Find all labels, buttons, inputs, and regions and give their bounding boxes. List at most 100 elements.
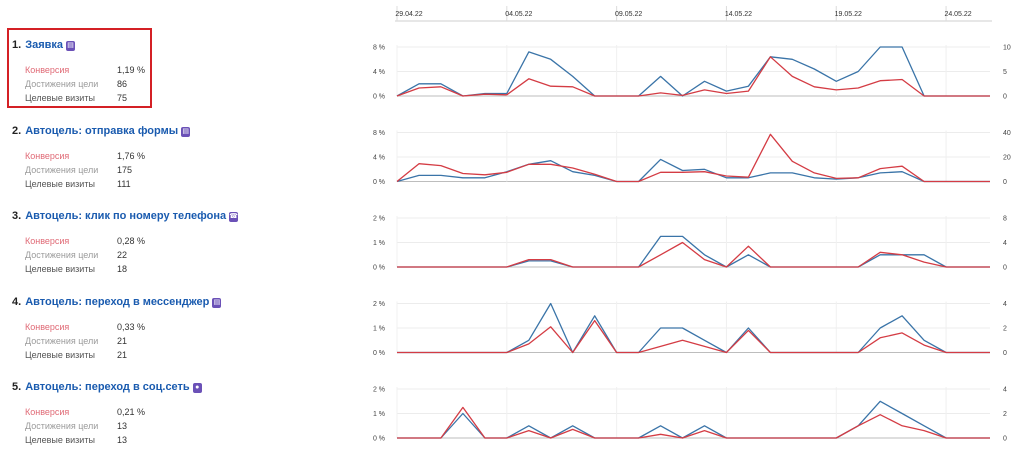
left-tick-label: 1 % <box>373 326 385 333</box>
right-tick-label: 0 <box>1003 350 1007 357</box>
goal-chart: 0 % 0 4 % 20 8 % 40 <box>373 130 1011 186</box>
stat-label: Достижения цели <box>25 335 99 346</box>
visits-series-line <box>396 46 990 97</box>
goal-stat-row: Достижения цели 175 <box>25 165 132 175</box>
stat-value: 0,28 % <box>117 236 146 246</box>
goal-chart: 0 % 0 1 % 2 2 % 4 <box>373 301 1007 357</box>
goal-title: 4. Автоцель: переход в мессенджер ▤ <box>12 295 222 308</box>
goal-stat-row: Достижения цели 13 <box>25 421 127 431</box>
right-tick-label: 4 <box>1003 240 1007 247</box>
left-tick-label: 2 % <box>373 387 385 394</box>
goal-stat-row: Целевые визиты 111 <box>25 179 131 189</box>
social-icon: ● <box>192 383 202 393</box>
selected-goal-highlight <box>7 28 152 108</box>
goal-name-link[interactable]: Автоцель: переход в соц.сеть <box>25 381 190 393</box>
right-tick-label: 5 <box>1003 69 1007 76</box>
date-label: 04.05.22 <box>505 11 532 18</box>
left-tick-label: 2 % <box>373 301 385 308</box>
goal-number: 3. <box>12 210 22 222</box>
goal-stat-row: Достижения цели 22 <box>25 250 127 260</box>
goal-number: 4. <box>12 295 22 308</box>
stat-label: Целевые визиты <box>25 349 95 360</box>
form-icon: ▤ <box>181 126 191 137</box>
goal-title: 2. Автоцель: отправка формы ▤ <box>12 124 191 137</box>
goal-stat-row: Конверсия 0,33 % <box>25 322 145 332</box>
stat-label: Достижения цели <box>25 164 99 175</box>
stat-value: 1,76 % <box>117 150 146 161</box>
goal-block: 5. Автоцель: переход в соц.сеть ● Конверсия… <box>10 373 350 458</box>
goal-title: 1. Заявка ▤ <box>12 39 75 51</box>
goal-name-link[interactable]: Автоцель: клик по номеру телефона <box>25 210 227 222</box>
stat-value: 21 <box>117 349 128 360</box>
stat-label: Конверсия <box>25 65 70 75</box>
form-icon: ▤ <box>66 41 75 51</box>
right-tick-label: 0 <box>1003 179 1007 186</box>
goal-stat-row: Достижения цели 86 <box>25 79 127 89</box>
date-label: 09.05.22 <box>615 11 642 18</box>
left-tick-label: 2 % <box>373 216 385 223</box>
right-tick-label: 4 <box>1003 301 1007 308</box>
right-tick-label: 0 <box>1003 265 1007 272</box>
stat-value: 175 <box>117 164 133 175</box>
goal-chart: 0 % 0 1 % 2 2 % 4 <box>373 387 1007 443</box>
phone-icon: ☎ <box>229 212 239 222</box>
stat-value: 0,21 % <box>117 407 146 417</box>
goal-name-link[interactable]: Автоцель: переход в мессенджер <box>25 295 210 308</box>
goal-chart: 0 % 0 1 % 4 2 % 8 <box>373 216 1007 272</box>
goal-title: 5. Автоцель: переход в соц.сеть ● <box>12 381 202 393</box>
goal-block: 3. Автоцель: клик по номеру телефона ☎ Конв… <box>10 202 350 287</box>
goal-stat-row: Целевые визиты 75 <box>25 93 127 103</box>
goal-number: 2. <box>12 124 22 137</box>
right-tick-label: 10 <box>1003 45 1011 52</box>
right-tick-label: 4 <box>1003 387 1007 394</box>
goal-number: 5. <box>12 381 22 393</box>
stat-label: Конверсия <box>25 236 70 246</box>
left-tick-label: 8 % <box>373 130 385 137</box>
left-tick-label: 1 % <box>373 411 385 418</box>
visits-series-line <box>397 400 990 439</box>
left-tick-label: 0 % <box>373 94 385 101</box>
goal-stat-row: Целевые визиты 13 <box>25 435 127 445</box>
goal-chart: 0 % 0 4 % 5 8 % 10 <box>373 45 1011 101</box>
goal-stat-row: Конверсия 1,19 % <box>25 65 145 75</box>
right-tick-label: 40 <box>1003 130 1011 137</box>
stat-label: Достижения цели <box>25 250 99 260</box>
stat-value: 75 <box>117 93 128 103</box>
goal-name-link[interactable]: Заявка <box>25 39 63 51</box>
right-tick-label: 0 <box>1003 94 1007 101</box>
goal-stat-row: Целевые визиты 21 <box>25 350 127 360</box>
stat-value: 21 <box>117 335 128 346</box>
left-tick-label: 8 % <box>373 45 385 52</box>
right-tick-label: 2 <box>1003 326 1007 333</box>
stat-label: Конверсия <box>25 321 70 332</box>
messenger-icon: ▤ <box>212 297 222 308</box>
stat-value: 13 <box>117 421 128 431</box>
stat-value: 86 <box>117 79 128 89</box>
goal-name-link[interactable]: Автоцель: отправка формы <box>25 124 179 137</box>
left-tick-label: 0 % <box>373 179 385 186</box>
conversion-series-line <box>397 241 990 268</box>
goal-stat-row: Конверсия 0,21 % <box>25 407 145 417</box>
left-tick-label: 4 % <box>373 69 385 76</box>
goal-number: 1. <box>12 39 22 51</box>
goal-block: 4. Автоцель: переход в мессенджер ▤ Конверс… <box>10 288 350 373</box>
stat-value: 18 <box>117 264 128 274</box>
right-tick-label: 8 <box>1003 216 1007 223</box>
stat-label: Целевые визиты <box>25 178 95 189</box>
visits-series-line <box>396 158 990 183</box>
left-tick-label: 0 % <box>373 350 385 357</box>
right-tick-label: 0 <box>1003 436 1007 443</box>
stat-label: Достижения цели <box>25 79 99 89</box>
stat-label: Конверсия <box>25 150 70 161</box>
date-label: 14.05.22 <box>725 11 752 18</box>
goal-block: 2. Автоцель: отправка формы ▤ Конверсия 1,76… <box>10 117 350 202</box>
stat-value: 22 <box>117 250 128 260</box>
left-tick-label: 0 % <box>373 265 385 272</box>
stat-value: 0,33 % <box>117 321 146 332</box>
stat-value: 13 <box>117 435 128 445</box>
stat-label: Достижения цели <box>25 421 99 431</box>
goal-stat-row: Конверсия 0,28 % <box>25 236 145 246</box>
stat-label: Целевые визиты <box>25 435 95 445</box>
stat-label: Целевые визиты <box>25 93 95 103</box>
